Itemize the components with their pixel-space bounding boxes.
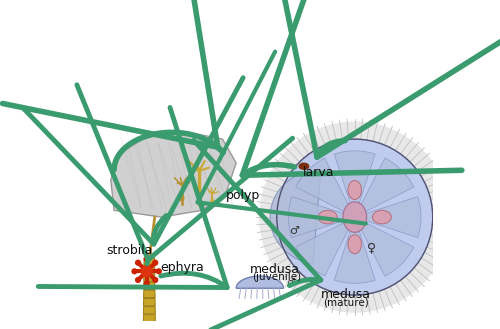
Text: (juvenile): (juvenile) (252, 272, 301, 282)
Circle shape (277, 139, 432, 295)
Wedge shape (296, 158, 355, 217)
Text: polyp: polyp (226, 189, 260, 202)
Text: ♂: ♂ (288, 226, 298, 236)
Polygon shape (144, 282, 155, 290)
Ellipse shape (348, 235, 362, 254)
Ellipse shape (299, 163, 308, 169)
Circle shape (144, 257, 149, 262)
Text: larva: larva (302, 166, 334, 179)
Polygon shape (236, 276, 284, 288)
Circle shape (144, 281, 149, 286)
Ellipse shape (318, 210, 337, 224)
Ellipse shape (196, 190, 202, 198)
Circle shape (153, 278, 158, 282)
Ellipse shape (348, 181, 362, 199)
Polygon shape (144, 298, 156, 306)
Polygon shape (143, 323, 156, 329)
Wedge shape (288, 197, 355, 238)
Polygon shape (143, 315, 156, 322)
Text: (mature): (mature) (323, 298, 368, 308)
Circle shape (136, 278, 140, 282)
Circle shape (260, 122, 450, 312)
Circle shape (141, 266, 152, 277)
Polygon shape (270, 170, 321, 264)
Text: ♂: ♂ (286, 277, 294, 287)
Wedge shape (334, 151, 375, 217)
Text: medusa: medusa (321, 289, 371, 301)
Wedge shape (334, 217, 375, 283)
Polygon shape (144, 290, 155, 298)
Text: medusa: medusa (250, 263, 300, 276)
Wedge shape (355, 158, 414, 217)
Ellipse shape (372, 210, 392, 224)
Text: ♀: ♀ (367, 241, 376, 254)
Circle shape (132, 269, 137, 274)
Text: strobila: strobila (106, 244, 152, 257)
Polygon shape (144, 266, 155, 273)
Text: ephyra: ephyra (160, 261, 204, 274)
Ellipse shape (343, 202, 366, 232)
Wedge shape (355, 217, 414, 276)
Wedge shape (355, 197, 421, 238)
Ellipse shape (211, 200, 214, 204)
Circle shape (156, 269, 161, 274)
Wedge shape (296, 217, 355, 276)
Circle shape (153, 260, 158, 265)
Circle shape (136, 260, 140, 265)
Polygon shape (144, 274, 155, 281)
Ellipse shape (180, 195, 184, 201)
Polygon shape (110, 132, 236, 217)
Polygon shape (144, 307, 156, 314)
Polygon shape (144, 258, 155, 265)
